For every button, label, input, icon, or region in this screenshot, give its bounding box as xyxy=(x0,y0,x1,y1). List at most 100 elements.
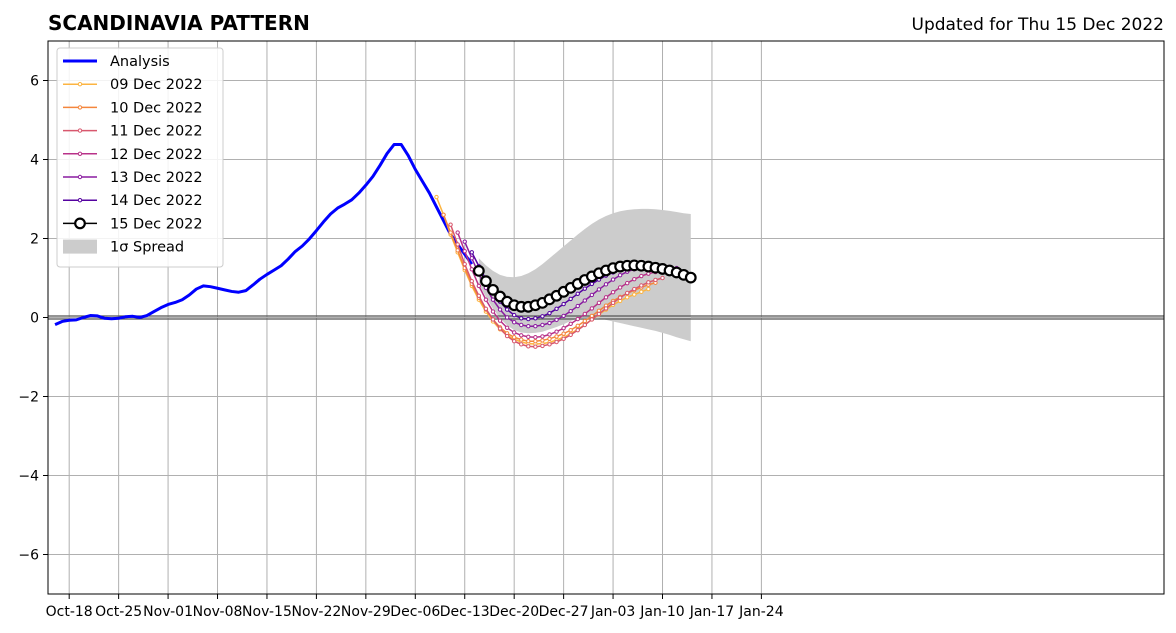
series-point xyxy=(469,256,474,261)
series-point xyxy=(582,286,588,291)
series-point xyxy=(504,325,510,330)
x-tick-label: Nov-29 xyxy=(341,604,391,620)
series-point xyxy=(554,334,559,339)
series-point xyxy=(472,264,485,277)
series-point xyxy=(646,271,651,276)
series-point xyxy=(533,316,538,321)
series-point xyxy=(455,242,460,247)
legend-entry: 12 Dec 2022 xyxy=(63,147,203,163)
series-point xyxy=(441,212,446,218)
legend-box xyxy=(56,47,224,268)
series-point xyxy=(519,342,524,347)
series-point xyxy=(497,307,503,312)
series-point xyxy=(568,296,573,302)
x-tick-label: Nov-22 xyxy=(291,604,341,620)
series-point xyxy=(596,311,602,317)
series-point xyxy=(526,334,531,340)
series-point xyxy=(582,311,588,317)
legend-label: 09 Dec 2022 xyxy=(110,77,203,93)
series-point xyxy=(519,316,524,321)
series-point xyxy=(462,239,467,244)
series-point xyxy=(596,300,602,306)
series-point xyxy=(511,312,517,318)
series-point xyxy=(561,313,566,319)
series-point xyxy=(603,295,609,300)
series-point xyxy=(526,339,531,344)
series-point xyxy=(561,301,566,307)
series-point xyxy=(540,322,545,328)
series-point xyxy=(476,283,482,289)
series-point xyxy=(575,323,580,328)
chart-title: SCANDINAVIA PATTERN xyxy=(48,11,310,35)
series-point xyxy=(624,290,630,296)
series-point xyxy=(511,339,517,344)
series-point xyxy=(434,194,439,200)
series-forecast-6 xyxy=(472,259,697,313)
series-point xyxy=(660,275,665,281)
series-point xyxy=(624,280,630,286)
series-point xyxy=(487,283,499,296)
series-point xyxy=(519,333,524,338)
zero-line-group xyxy=(48,315,1164,320)
series-point xyxy=(511,335,517,340)
series-point xyxy=(646,286,651,292)
legend-swatch-marker xyxy=(77,82,83,87)
legend-label: Analysis xyxy=(110,54,170,70)
y-tick-label: −4 xyxy=(18,469,39,485)
series-point xyxy=(526,323,531,329)
legend-entry: 10 Dec 2022 xyxy=(63,100,203,116)
y-tick-label: 6 xyxy=(30,74,39,90)
series-point xyxy=(547,320,552,326)
y-tick-label: −2 xyxy=(18,390,39,406)
y-tick-label: 2 xyxy=(30,232,39,248)
series-point xyxy=(589,292,595,298)
series-point xyxy=(483,306,489,312)
series-point xyxy=(533,339,538,344)
series-point xyxy=(632,286,637,292)
series-point xyxy=(519,337,524,342)
series-point xyxy=(554,317,559,323)
series-point xyxy=(610,290,616,295)
series-point xyxy=(526,344,531,349)
x-tick-label: Dec-13 xyxy=(440,604,490,620)
legend-swatch-marker xyxy=(74,217,86,230)
legend-swatch-marker xyxy=(77,105,83,110)
x-tick-label: Oct-25 xyxy=(95,604,142,620)
series-point xyxy=(511,330,517,335)
series-point xyxy=(497,326,503,331)
series-point xyxy=(526,316,531,322)
x-tick-label: Oct-18 xyxy=(46,604,93,620)
series-point xyxy=(476,293,482,298)
series-point xyxy=(568,327,573,333)
axes-group: Oct-18 Oct-25 Nov-01 Nov-08 Nov-15 Nov-22 Nov-… xyxy=(18,40,1165,620)
x-tick-label: Dec-27 xyxy=(539,604,589,620)
x-tick-label: Jan-24 xyxy=(738,604,784,620)
series-point xyxy=(610,277,616,282)
series-point xyxy=(483,297,489,302)
series-point xyxy=(448,230,453,235)
series-point xyxy=(497,318,503,323)
series-point xyxy=(533,335,538,340)
x-tick-label: Nov-15 xyxy=(242,604,292,620)
y-tick-label: 0 xyxy=(30,311,39,327)
legend-label: 12 Dec 2022 xyxy=(110,147,203,163)
legend-entry: 15 Dec 2022 xyxy=(63,216,203,232)
legend-label: 13 Dec 2022 xyxy=(110,170,203,186)
chart-updated-subtitle: Updated for Thu 15 Dec 2022 xyxy=(912,15,1164,35)
series-point xyxy=(639,273,644,279)
series-point xyxy=(589,306,595,311)
series-point xyxy=(589,313,595,319)
series-point xyxy=(490,309,496,314)
series-point xyxy=(561,325,566,331)
series-point xyxy=(582,322,588,328)
series-point xyxy=(469,250,474,255)
series-point xyxy=(469,278,474,284)
series-point xyxy=(554,339,559,345)
legend: Analysis 09 Dec 2022 10 Dec 2022 11 Dec 202… xyxy=(56,47,224,268)
series-point xyxy=(504,315,510,320)
series-point xyxy=(646,280,651,285)
series-point xyxy=(547,310,552,316)
series-forecast-3 xyxy=(455,230,672,340)
x-tick-label: Jan-03 xyxy=(590,604,635,620)
